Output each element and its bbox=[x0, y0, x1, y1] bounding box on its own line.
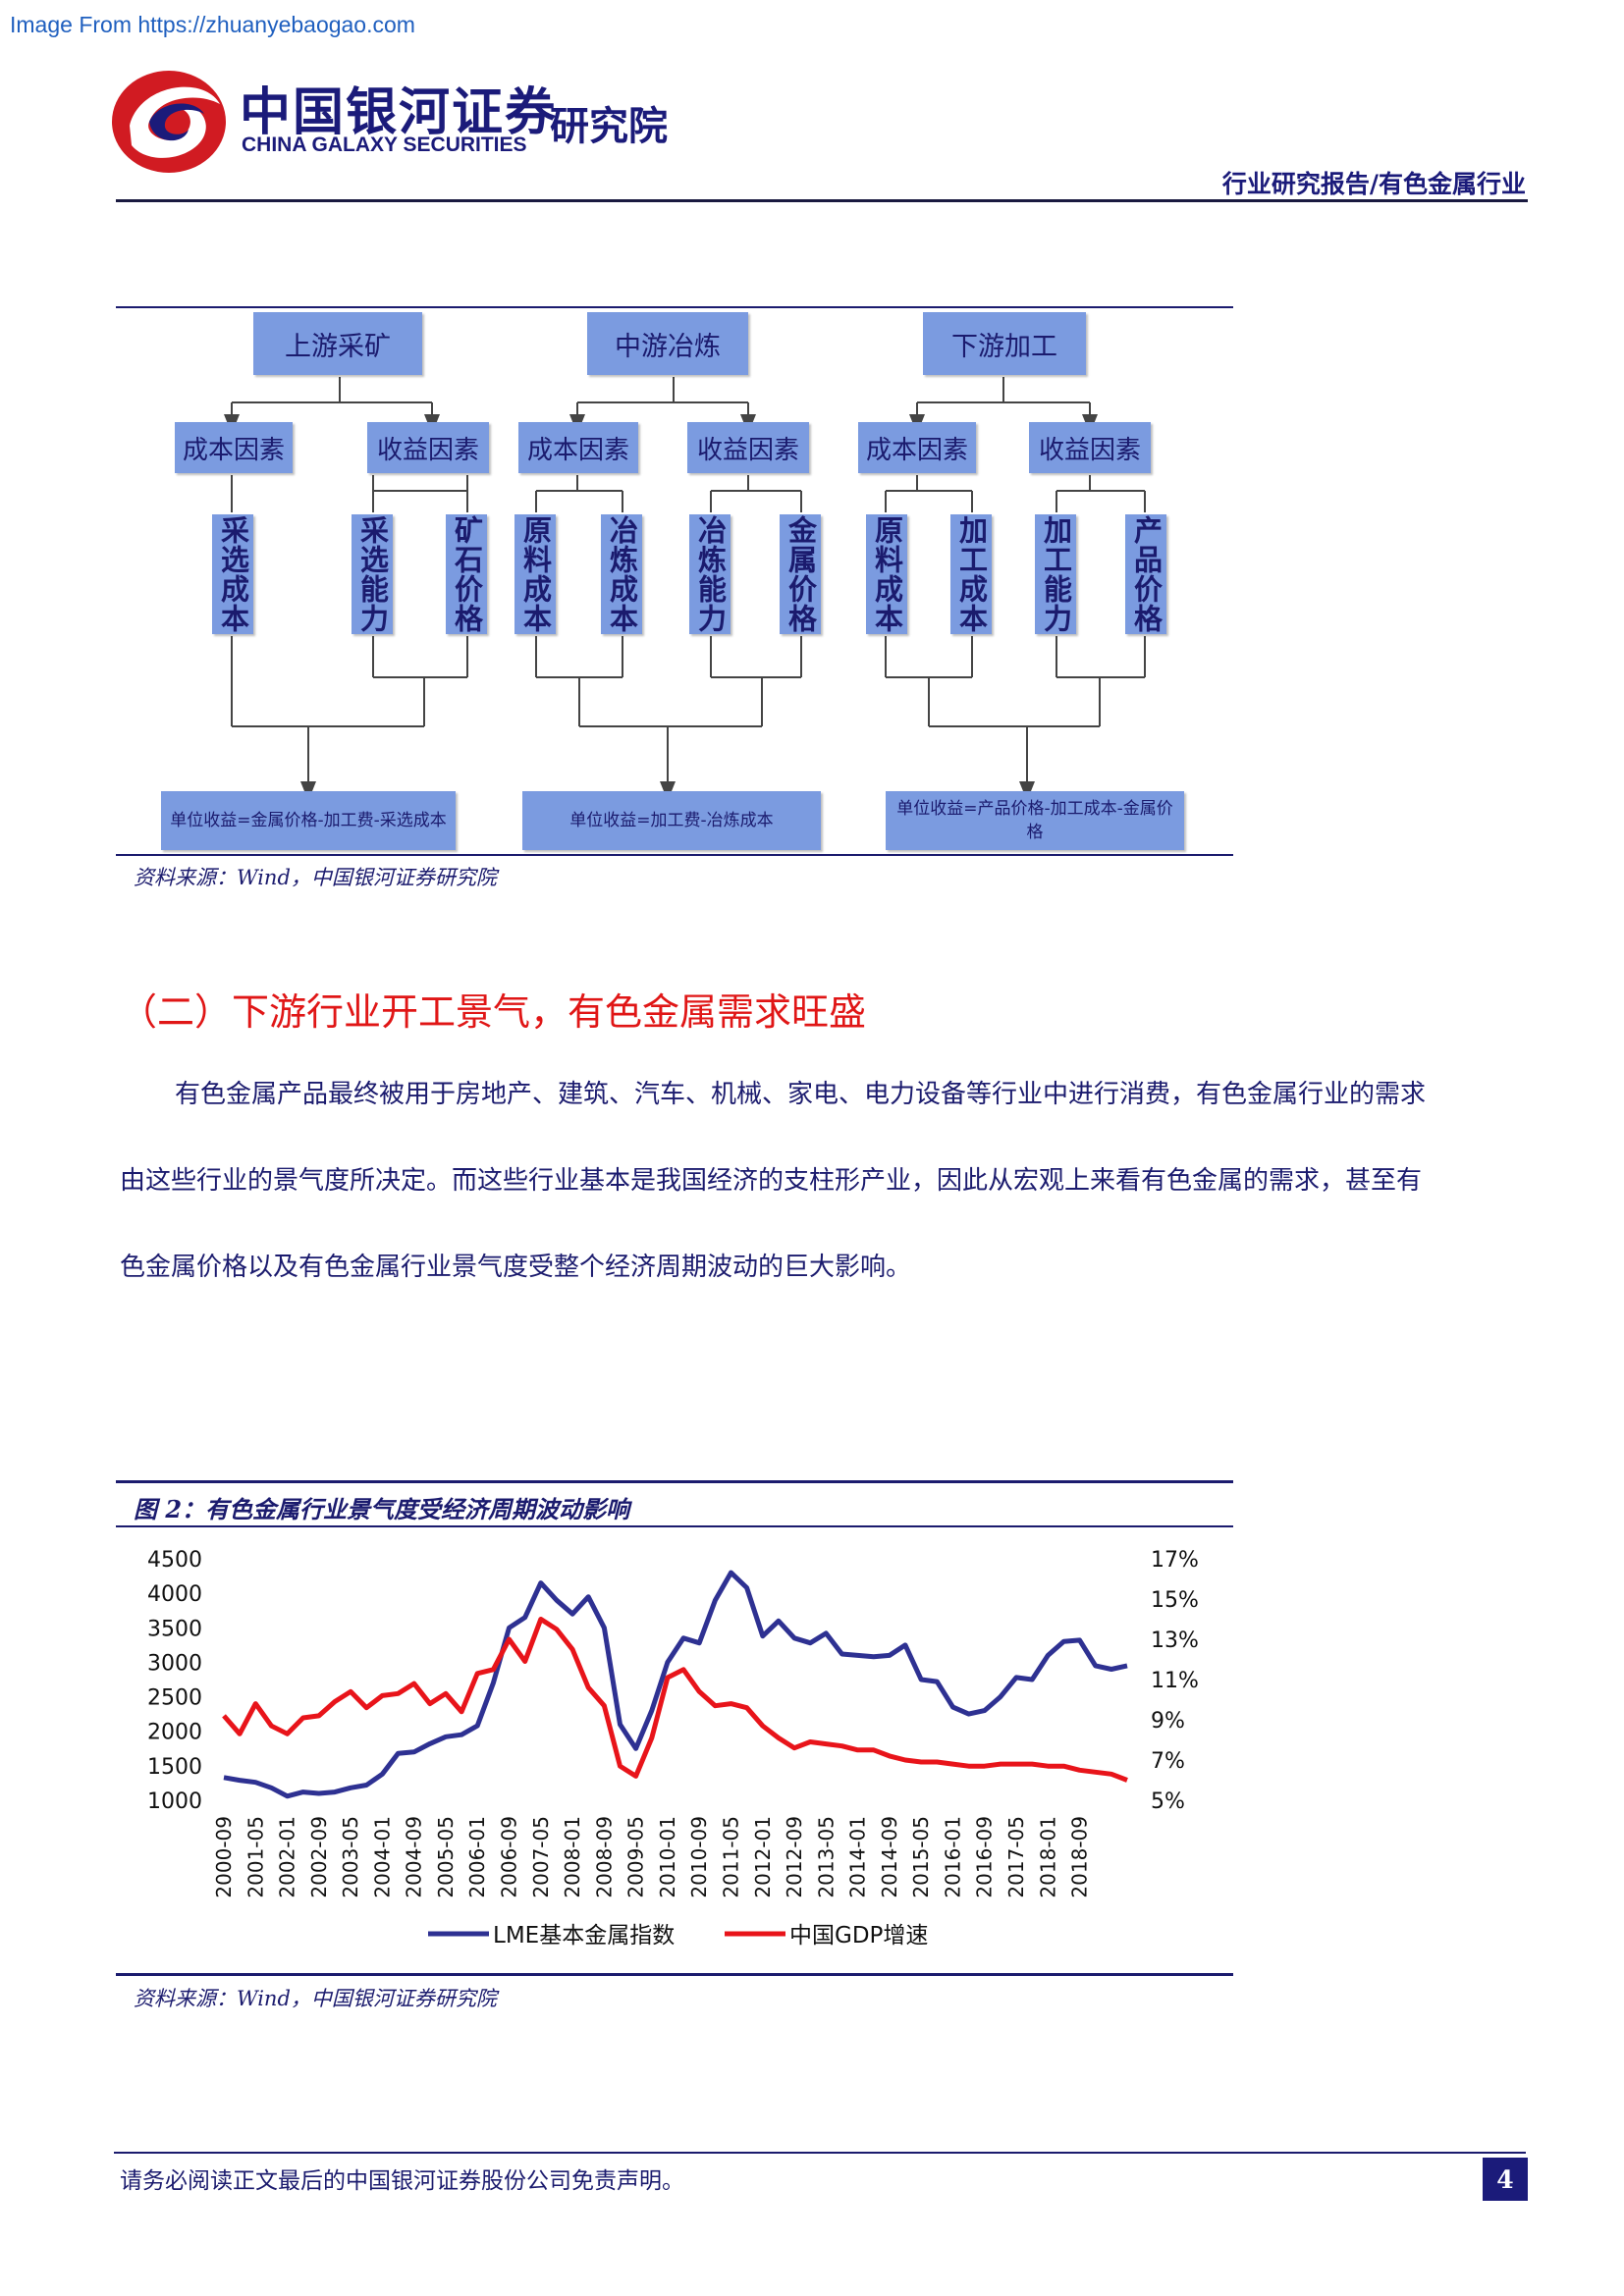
paragraph-line: 由这些行业的景气度所决定。而这些行业基本是我国经济的支柱形产业，因此从宏观上来看… bbox=[120, 1166, 1423, 1196]
x-tick-label: 2014-01 bbox=[846, 1816, 870, 1898]
factor-item-box: 冶炼能力 bbox=[689, 514, 731, 634]
logo-institute: 研究院 bbox=[550, 104, 668, 149]
cost-factor-box: 成本因素 bbox=[858, 422, 976, 473]
x-tick-label: 2003-05 bbox=[339, 1816, 362, 1898]
y-right-tick-label: 17% bbox=[1151, 1548, 1199, 1573]
x-tick-label: 2010-01 bbox=[656, 1816, 679, 1898]
x-tick-label: 2007-05 bbox=[529, 1816, 553, 1898]
series-line-gdp bbox=[222, 1617, 1128, 1783]
revenue-factor-box: 收益因素 bbox=[687, 422, 809, 473]
figure2-bottom-rule bbox=[116, 1973, 1233, 1976]
y-left-tick-label: 2500 bbox=[147, 1686, 202, 1711]
page-number: 4 bbox=[1483, 2158, 1528, 2201]
factor-item-box: 冶炼成本 bbox=[601, 514, 642, 634]
result-formula-box: 单位收益=加工费-冶炼成本 bbox=[522, 791, 821, 850]
x-tick-label: 2016-01 bbox=[941, 1816, 964, 1898]
x-tick-label: 2015-05 bbox=[909, 1816, 933, 1898]
x-tick-label: 2009-05 bbox=[624, 1816, 648, 1898]
x-tick-label: 2011-05 bbox=[719, 1816, 742, 1898]
y-right-tick-label: 13% bbox=[1151, 1629, 1199, 1653]
x-tick-label: 2006-01 bbox=[465, 1816, 489, 1898]
series-line-lme bbox=[223, 1570, 1128, 1799]
x-tick-label: 2004-09 bbox=[403, 1816, 426, 1898]
factor-item-box: 金属价格 bbox=[780, 514, 821, 634]
logo-chinese-name: 中国银河证券 bbox=[240, 83, 559, 142]
figure2-title-rule bbox=[116, 1525, 1233, 1527]
header-divider bbox=[116, 199, 1528, 202]
x-tick-label: 2018-09 bbox=[1068, 1816, 1092, 1898]
watermark-text: Image From https://zhuanyebaogao.com bbox=[10, 12, 415, 37]
factor-item-box: 原料成本 bbox=[514, 514, 556, 634]
x-tick-label: 2014-09 bbox=[878, 1816, 901, 1898]
footer-divider bbox=[114, 2152, 1526, 2154]
paragraph-line: 有色金属产品最终被用于房地产、建筑、汽车、机械、家电、电力设备等行业中进行消费，… bbox=[175, 1080, 1427, 1109]
footer-disclaimer: 请务必阅读正文最后的中国银河证券股份公司免责声明。 bbox=[120, 2168, 684, 2194]
x-tick-label: 2001-05 bbox=[244, 1816, 267, 1898]
x-tick-label: 2002-01 bbox=[276, 1816, 299, 1898]
revenue-factor-box: 收益因素 bbox=[1029, 422, 1151, 473]
x-tick-label: 2017-05 bbox=[1004, 1816, 1028, 1898]
result-formula-box: 单位收益=金属价格-加工费-采选成本 bbox=[161, 791, 456, 850]
y-right-tick-label: 15% bbox=[1151, 1588, 1199, 1613]
x-tick-label: 2004-01 bbox=[370, 1816, 394, 1898]
figure1-top-rule bbox=[116, 306, 1233, 308]
x-tick-label: 2008-09 bbox=[592, 1816, 616, 1898]
factor-item-box: 产品价格 bbox=[1125, 514, 1166, 634]
legend-label-gdp: 中国GDP增速 bbox=[789, 1923, 928, 1949]
report-category: 行业研究报告/有色金属行业 bbox=[1221, 170, 1526, 198]
x-tick-label: 2010-09 bbox=[687, 1816, 711, 1898]
x-tick-label: 2008-01 bbox=[561, 1816, 584, 1898]
section-heading: （二）下游行业开工景气，有色金属需求旺盛 bbox=[120, 990, 867, 1034]
x-tick-label: 2016-09 bbox=[973, 1816, 997, 1898]
x-tick-label: 2002-09 bbox=[307, 1816, 331, 1898]
y-left-tick-label: 3000 bbox=[147, 1651, 202, 1676]
y-left-tick-label: 1500 bbox=[147, 1755, 202, 1780]
x-tick-label: 2006-09 bbox=[498, 1816, 521, 1898]
y-left-tick-label: 3500 bbox=[147, 1617, 202, 1641]
factor-item-box: 加工成本 bbox=[950, 514, 992, 634]
legend-label-lme: LME基本金属指数 bbox=[493, 1923, 675, 1949]
factor-item-box: 采选成本 bbox=[212, 514, 253, 634]
revenue-factor-box: 收益因素 bbox=[367, 422, 489, 473]
galaxy-swirl-logo-icon bbox=[112, 71, 226, 173]
factor-item-box: 加工能力 bbox=[1035, 514, 1076, 634]
y-left-tick-label: 1000 bbox=[147, 1789, 202, 1814]
x-tick-label: 2013-05 bbox=[814, 1816, 838, 1898]
factor-item-box: 原料成本 bbox=[866, 514, 907, 634]
flow-header-downstream: 下游加工 bbox=[923, 312, 1086, 375]
y-right-tick-label: 5% bbox=[1151, 1789, 1185, 1814]
y-right-tick-label: 7% bbox=[1151, 1749, 1185, 1774]
x-tick-label: 2012-09 bbox=[783, 1816, 806, 1898]
factor-item-box: 采选能力 bbox=[352, 514, 393, 634]
cost-factor-box: 成本因素 bbox=[518, 422, 638, 473]
y-left-tick-label: 4000 bbox=[147, 1582, 202, 1607]
x-tick-label: 2018-01 bbox=[1036, 1816, 1059, 1898]
result-formula-box: 单位收益=产品价格-加工成本-金属价格 bbox=[886, 791, 1184, 850]
flowchart-connectors bbox=[224, 377, 1146, 801]
figure1-bottom-rule bbox=[116, 854, 1233, 856]
figure2-title: 图 2：有色金属行业景气度受经济周期波动影响 bbox=[134, 1495, 630, 1523]
factor-item-box: 矿石价格 bbox=[446, 514, 487, 634]
x-tick-label: 2012-01 bbox=[751, 1816, 775, 1898]
y-right-tick-label: 9% bbox=[1151, 1709, 1185, 1734]
cost-factor-box: 成本因素 bbox=[175, 422, 293, 473]
logo-english-name: CHINA GALAXY SECURITIES bbox=[242, 133, 527, 156]
paragraph-line: 色金属价格以及有色金属行业景气度受整个经济周期波动的巨大影响。 bbox=[120, 1253, 912, 1282]
y-left-tick-label: 4500 bbox=[147, 1548, 202, 1573]
figure1-source: 资料来源：Wind，中国银河证券研究院 bbox=[134, 866, 497, 889]
x-tick-label: 2000-09 bbox=[212, 1816, 236, 1898]
flow-header-midstream: 中游冶炼 bbox=[587, 312, 748, 375]
figure2-source: 资料来源：Wind，中国银河证券研究院 bbox=[134, 1987, 497, 2010]
y-left-tick-label: 2000 bbox=[147, 1721, 202, 1745]
y-right-tick-label: 11% bbox=[1151, 1669, 1199, 1693]
flow-header-upstream: 上游采矿 bbox=[253, 312, 422, 375]
x-tick-label: 2005-05 bbox=[434, 1816, 458, 1898]
figure2-top-rule bbox=[116, 1480, 1233, 1483]
